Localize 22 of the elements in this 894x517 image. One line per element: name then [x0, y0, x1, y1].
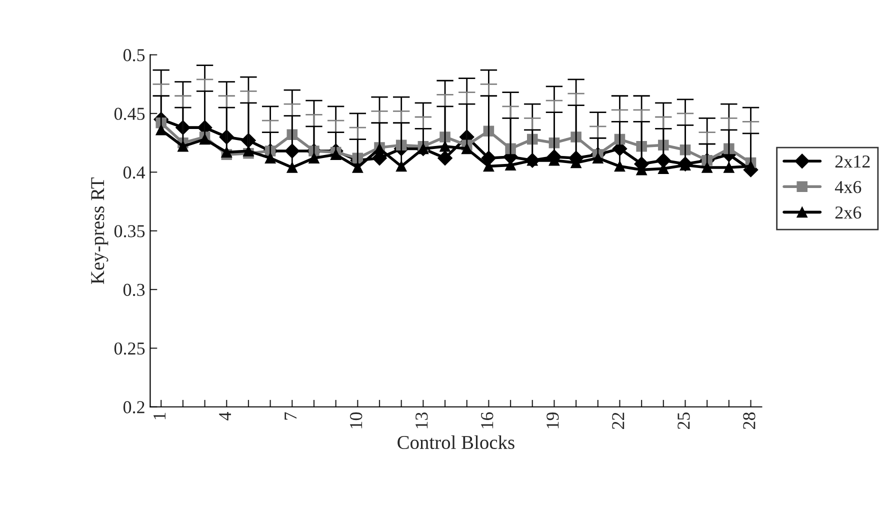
x-tick-label: 22 [612, 412, 624, 430]
y-tick-label: 0.4 [123, 166, 146, 179]
x-tick-label: 19 [546, 412, 559, 428]
legend-label: 2x12 [835, 156, 870, 168]
y-axis-title: Key-press RT [91, 177, 108, 284]
x-tick-label: 28 [743, 412, 756, 430]
y-tick-label: 0.35 [114, 225, 145, 238]
y-tick-label: 0.5 [123, 49, 145, 62]
x-tick-label: 7 [284, 412, 296, 420]
x-axis-title: Control Blocks [398, 435, 514, 450]
y-tick-label: 0.45 [114, 108, 145, 120]
x-tick-label: 1 [154, 412, 166, 420]
y-tick-label: 0.2 [123, 401, 144, 414]
legend-label: 2x6 [835, 206, 862, 219]
x-tick-label: 10 [350, 412, 362, 428]
x-tick-label: 4 [219, 412, 231, 420]
x-tick-label: 13 [416, 412, 428, 428]
y-tick-label: 0.25 [114, 342, 145, 355]
legend-label: 4x6 [834, 181, 862, 194]
y-tick-label: 0.3 [123, 284, 145, 296]
x-tick-label: 25 [678, 412, 690, 430]
x-tick-label: 16 [481, 412, 494, 428]
